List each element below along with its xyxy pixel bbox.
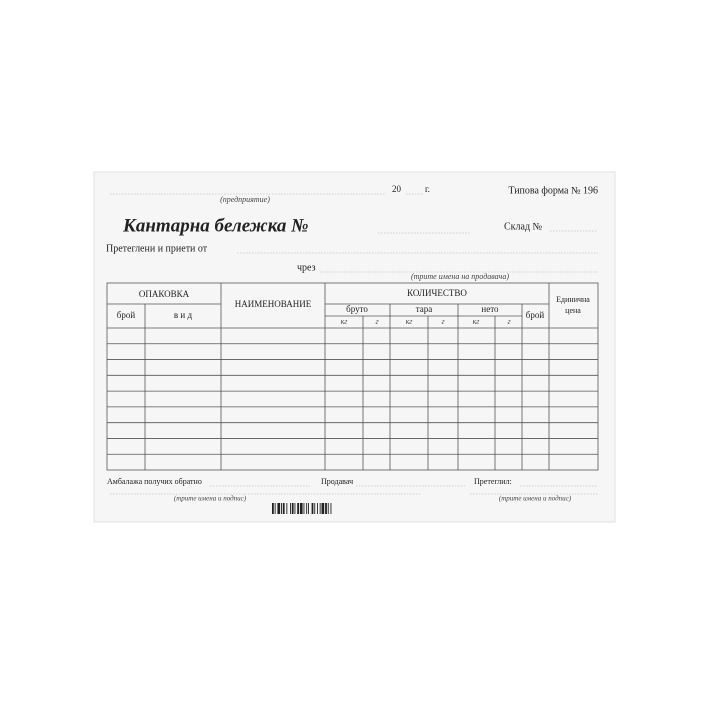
col-header: г: [507, 317, 510, 326]
barcode-bar: [311, 503, 314, 514]
col-header: КОЛИЧЕСТВО: [407, 288, 467, 298]
barcode-bar: [327, 503, 329, 514]
barcode-bar: [297, 503, 299, 514]
barcode-bar: [282, 503, 285, 514]
warehouse-label: Склад №: [504, 221, 542, 232]
col-header: г: [375, 317, 378, 326]
hint: (предприятие): [220, 195, 270, 204]
col-header: ОПАКОВКА: [139, 289, 190, 299]
table: [106, 282, 599, 471]
barcode-bar: [303, 503, 305, 514]
col-header: кг: [473, 317, 480, 326]
barcode-bar: [281, 503, 282, 514]
barcode-bar: [306, 503, 308, 514]
barcode-bar: [290, 503, 291, 514]
barcode-bar: [299, 503, 303, 514]
col-header: брой: [526, 310, 545, 320]
hint: (трите имена на продавача): [411, 272, 509, 281]
form-number: Типова форма № 196: [508, 185, 598, 196]
barcode-bar: [272, 503, 274, 514]
barcode-bar: [277, 503, 281, 514]
barcode-bar: [325, 503, 327, 514]
barcode-bar: [330, 503, 332, 514]
form-paper: [93, 171, 616, 523]
via-label: чрез: [297, 262, 316, 273]
col-header: кг: [406, 317, 413, 326]
col-header: кг: [341, 317, 348, 326]
barcode-bar: [286, 503, 288, 514]
col-header: НАИМЕНОВАНИЕ: [235, 299, 312, 309]
col-header: нето: [481, 304, 499, 314]
col-header: в и д: [174, 310, 193, 320]
barcode: [272, 503, 332, 514]
barcode-bar: [308, 503, 309, 514]
barcode-bar: [291, 503, 294, 514]
footer-label: Продавач: [321, 477, 353, 486]
received-label: Претеглени и приети от: [106, 243, 208, 254]
barcode-bar: [314, 503, 316, 514]
year-prefix: 20: [392, 184, 402, 194]
barcode-bar: [317, 503, 318, 514]
barcode-bar: [274, 503, 276, 514]
col-header: тара: [416, 304, 433, 314]
year-suffix: г.: [425, 184, 430, 194]
barcode-bar: [321, 503, 325, 514]
footer-label: Претеглил:: [474, 477, 512, 486]
col-header: цена: [565, 306, 581, 315]
col-header: Единична: [556, 295, 590, 304]
col-header: брой: [117, 310, 136, 320]
footer-label: Амбалажа получих обратно: [107, 477, 202, 486]
barcode-bar: [319, 503, 321, 514]
hint: (трите имена и подпис): [499, 495, 572, 503]
col-header: бруто: [346, 304, 368, 314]
hint: (трите имена и подпис): [174, 495, 247, 503]
form-title: Кантарна бележка №: [122, 215, 309, 236]
barcode-bar: [294, 503, 296, 514]
col-header: г: [441, 317, 444, 326]
